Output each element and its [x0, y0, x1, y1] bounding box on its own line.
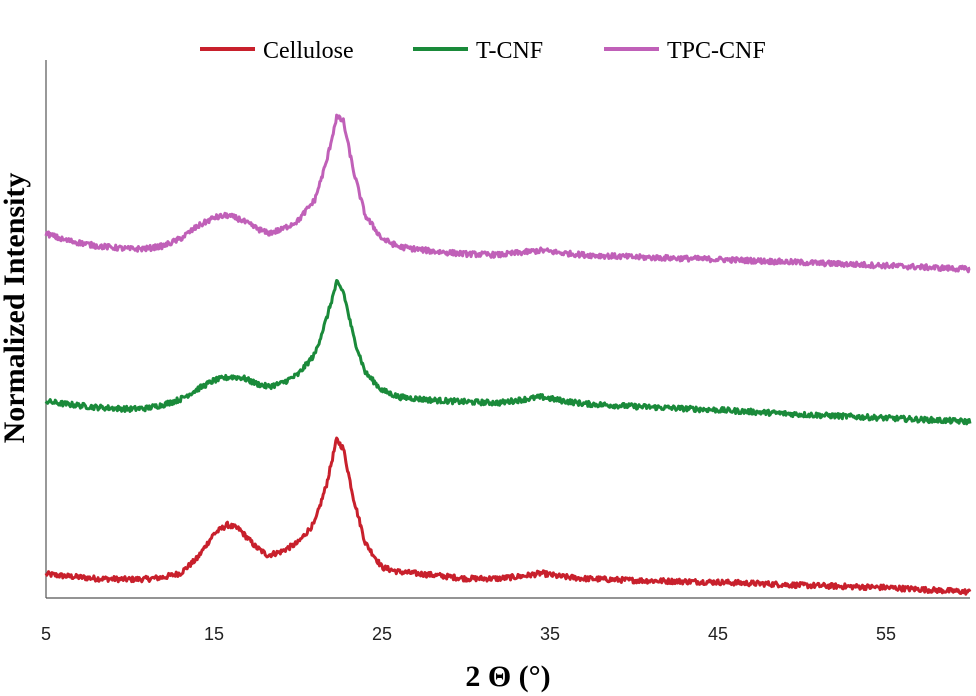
- legend-label-cellulose: Cellulose: [263, 38, 354, 64]
- x-tick-label-35: 35: [540, 624, 560, 644]
- x-tick-label-25: 25: [372, 624, 392, 644]
- y-axis-title: Normalized Intensity: [0, 173, 31, 444]
- series-line-tpc-cnf: [44, 113, 971, 274]
- series-line-cellulose: [44, 436, 972, 596]
- series-layer: [44, 113, 972, 596]
- x-tick-label-55: 55: [876, 624, 896, 644]
- x-tick-labels: 5 15 25 35 45 55: [41, 624, 896, 644]
- x-tick-label-15: 15: [204, 624, 224, 644]
- series-line-t-cnf: [44, 278, 972, 426]
- x-tick-label-5: 5: [41, 624, 51, 644]
- legend-label-t-cnf: T-CNF: [476, 38, 543, 64]
- legend-label-tpc-cnf: TPC-CNF: [667, 38, 766, 64]
- legend: Cellulose T-CNF TPC-CNF: [200, 38, 766, 64]
- x-axis-title: 2 Θ (°): [465, 660, 550, 693]
- axes: [45, 60, 970, 599]
- x-tick-label-45: 45: [708, 624, 728, 644]
